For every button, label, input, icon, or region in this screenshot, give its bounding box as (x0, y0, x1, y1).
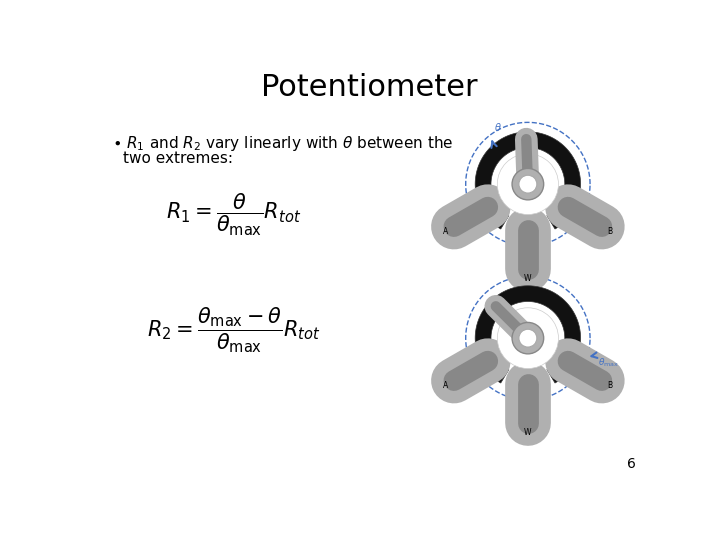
Text: $R_2 = \dfrac{\theta_{\mathrm{max}} - \theta}{\theta_{\mathrm{max}}} R_{tot}$: $R_2 = \dfrac{\theta_{\mathrm{max}} - \t… (147, 306, 320, 355)
Polygon shape (475, 132, 580, 229)
Text: B: B (608, 381, 613, 390)
Circle shape (498, 154, 559, 214)
Text: $R_1 = \dfrac{\theta}{\theta_{\mathrm{max}}} R_{tot}$: $R_1 = \dfrac{\theta}{\theta_{\mathrm{ma… (166, 192, 301, 238)
Text: Potentiometer: Potentiometer (261, 73, 477, 103)
Text: 6: 6 (628, 457, 636, 471)
Circle shape (519, 329, 537, 347)
Text: A: A (443, 227, 449, 236)
Text: $\theta_{\max}$: $\theta_{\max}$ (598, 357, 619, 369)
Text: A: A (443, 381, 449, 390)
Text: two extremes:: two extremes: (122, 151, 233, 166)
Text: $\theta$: $\theta$ (494, 121, 502, 133)
Polygon shape (475, 286, 580, 383)
Circle shape (519, 176, 537, 193)
Text: W: W (524, 274, 531, 283)
Text: W: W (524, 428, 531, 437)
Circle shape (512, 168, 544, 200)
Circle shape (512, 322, 544, 354)
Circle shape (498, 308, 559, 368)
Text: $\bullet$ $R_1$ and $R_2$ vary linearly with $\theta$ between the: $\bullet$ $R_1$ and $R_2$ vary linearly … (112, 134, 453, 153)
Text: B: B (608, 227, 613, 236)
